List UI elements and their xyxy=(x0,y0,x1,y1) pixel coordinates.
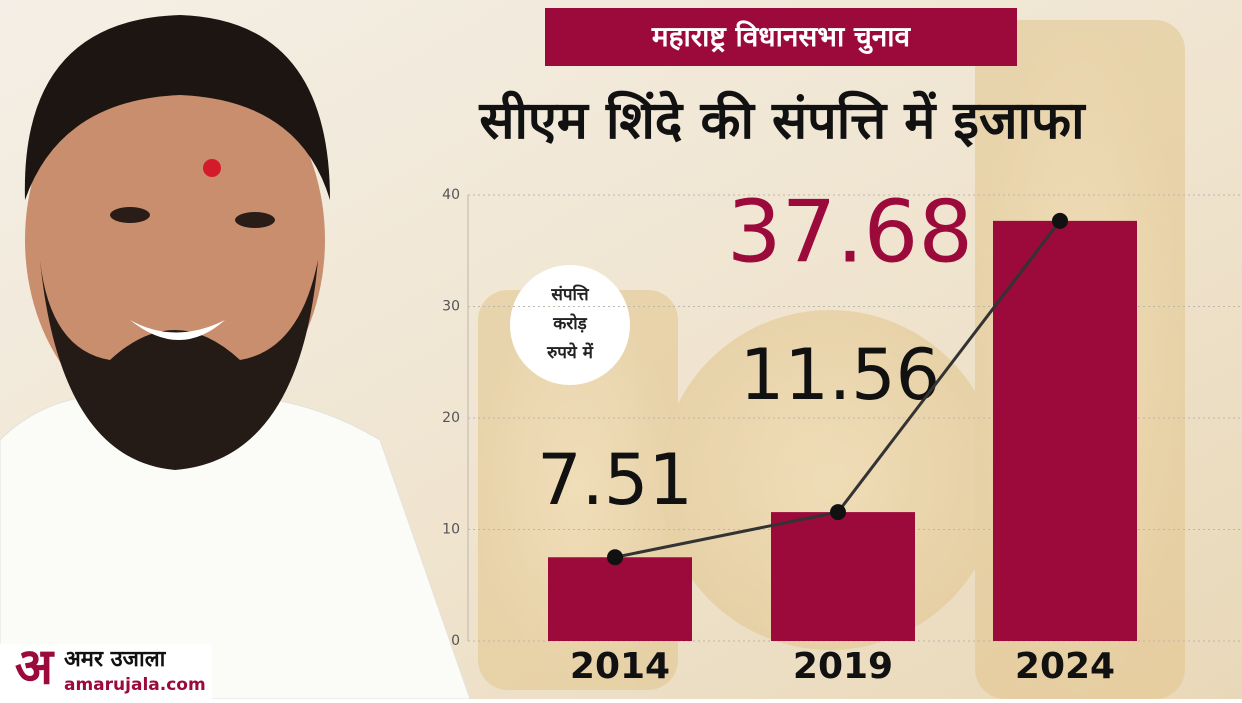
y-tick-label: 40 xyxy=(442,187,460,203)
trend-point xyxy=(1052,212,1068,229)
unit-bubble: संपत्ति करोड़ रुपये में xyxy=(510,265,630,385)
subtitle: महाराष्ट्र विधानसभा चुनाव xyxy=(651,20,912,54)
logo: अ अमर उजाला amarujala.com xyxy=(0,638,212,699)
bar xyxy=(993,220,1137,642)
logo-letter: अ xyxy=(15,638,55,696)
bar xyxy=(771,512,915,641)
value-label: 37.68 xyxy=(727,182,973,282)
y-tick-label: 10 xyxy=(442,522,460,538)
trend-point xyxy=(830,504,846,521)
website: amarujala.com xyxy=(64,675,206,695)
x-tick-label: 2024 xyxy=(1015,646,1115,687)
value-label: 7.51 xyxy=(537,439,693,521)
x-tick-label: 2014 xyxy=(570,646,670,687)
unit-label: संपत्ति xyxy=(550,284,590,305)
chart-title: सीएम शिंदे की संपत्ति में इजाफा xyxy=(478,90,1087,151)
y-tick-label: 0 xyxy=(451,633,460,649)
value-label: 11.56 xyxy=(740,334,940,416)
plot: 0 10 20 30 40 2014 7.51 2019 11.56 2024 37.68 xyxy=(442,182,1242,687)
logo-name: अमर उजाला xyxy=(64,647,167,672)
y-tick-label: 30 xyxy=(442,299,460,315)
x-tick-label: 2019 xyxy=(793,646,893,687)
unit-label: करोड़ xyxy=(552,313,587,334)
portrait xyxy=(0,15,471,700)
y-tick-label: 20 xyxy=(442,410,460,426)
subtitle-box xyxy=(545,8,1017,66)
trend-point xyxy=(607,549,623,566)
bar xyxy=(548,557,692,641)
unit-label: रुपये में xyxy=(546,342,594,363)
